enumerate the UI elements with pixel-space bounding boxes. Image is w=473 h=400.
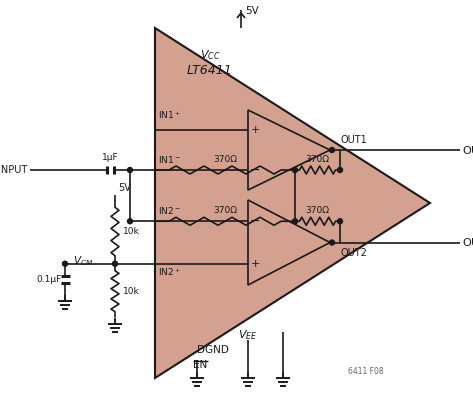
Text: INPUT: INPUT <box>0 165 27 175</box>
Text: OUT$^+$: OUT$^+$ <box>462 142 473 158</box>
Text: IN1$^-$: IN1$^-$ <box>158 154 181 165</box>
Text: IN2$^+$: IN2$^+$ <box>158 267 181 278</box>
Text: EN: EN <box>193 360 207 370</box>
Text: 370Ω: 370Ω <box>213 206 237 215</box>
Text: OUT$^-$: OUT$^-$ <box>462 236 473 248</box>
Text: 1μF: 1μF <box>102 153 118 162</box>
Text: 0.1μF: 0.1μF <box>36 275 61 284</box>
Circle shape <box>330 240 334 245</box>
Circle shape <box>113 261 117 266</box>
Circle shape <box>128 168 132 172</box>
Text: IN2$^-$: IN2$^-$ <box>158 205 181 216</box>
Text: OUT1: OUT1 <box>340 135 367 145</box>
Text: $V_{CM}$: $V_{CM}$ <box>73 254 93 268</box>
Text: $V_{EE}$: $V_{EE}$ <box>238 328 258 342</box>
Text: $V_{CC}$: $V_{CC}$ <box>200 48 220 62</box>
Text: 6411 F08: 6411 F08 <box>348 368 384 376</box>
Text: 370Ω: 370Ω <box>306 206 330 215</box>
Polygon shape <box>155 28 430 378</box>
Text: +: + <box>250 259 260 269</box>
Text: −: − <box>250 215 260 228</box>
Text: +: + <box>250 125 260 135</box>
Text: IN1$^+$: IN1$^+$ <box>158 109 181 121</box>
Text: 5V: 5V <box>245 6 259 16</box>
Circle shape <box>330 148 334 152</box>
Circle shape <box>128 219 132 224</box>
Text: 10k: 10k <box>123 227 140 236</box>
Text: DGND: DGND <box>197 345 229 355</box>
Text: 10k: 10k <box>123 287 140 296</box>
Text: 5V: 5V <box>118 183 131 193</box>
Text: 370Ω: 370Ω <box>213 155 237 164</box>
Circle shape <box>292 219 298 224</box>
Circle shape <box>338 219 342 224</box>
Circle shape <box>338 168 342 172</box>
Polygon shape <box>248 200 330 285</box>
Polygon shape <box>248 110 330 190</box>
Text: −: − <box>250 164 260 176</box>
Circle shape <box>62 261 68 266</box>
Circle shape <box>292 168 298 172</box>
Text: OUT2: OUT2 <box>340 248 367 258</box>
Text: LT6411: LT6411 <box>187 64 233 76</box>
Text: 370Ω: 370Ω <box>306 155 330 164</box>
